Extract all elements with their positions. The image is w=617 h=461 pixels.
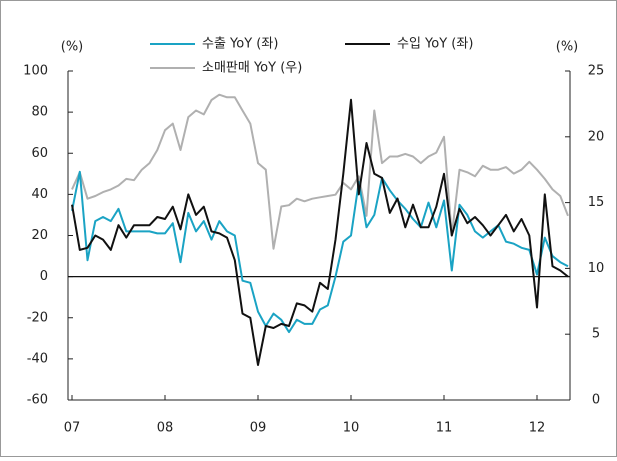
y-tick-label: 0 [40,269,48,284]
y-tick-label: 20 [31,228,48,243]
series-line [71,98,569,366]
x-tick-label: 07 [64,421,81,436]
y2-tick-label: 25 [588,64,605,79]
y-tick-label: 60 [31,146,48,161]
y2-tick-label: 20 [588,129,605,144]
y-tick-label: 80 [31,105,48,120]
y2-tick-label: 10 [588,261,605,276]
legend-label: 수입 YoY (좌) [397,37,473,52]
x-tick-label: 12 [529,421,546,436]
y-tick-label: -60 [27,393,48,408]
x-tick-label: 09 [250,421,267,436]
x-tick-label: 10 [343,421,360,436]
series-line [71,170,569,334]
legend-label: 소매판매 YoY (우) [202,61,302,76]
y-tick-label: 40 [31,187,48,202]
y2-tick-label: 5 [592,327,600,342]
x-tick-label: 08 [157,421,174,436]
series-line [71,93,569,250]
y-tick-label: -40 [27,351,48,366]
x-tick-label: 11 [436,421,453,436]
y2-tick-label: 15 [588,195,605,210]
y-axis-unit: (%) [61,40,84,55]
legend-label: 수출 YoY (좌) [202,37,278,52]
y2-tick-label: 0 [592,393,600,408]
y2-axis-unit: (%) [556,40,579,55]
y-tick-label: -20 [27,310,48,325]
y-tick-label: 100 [23,64,48,79]
